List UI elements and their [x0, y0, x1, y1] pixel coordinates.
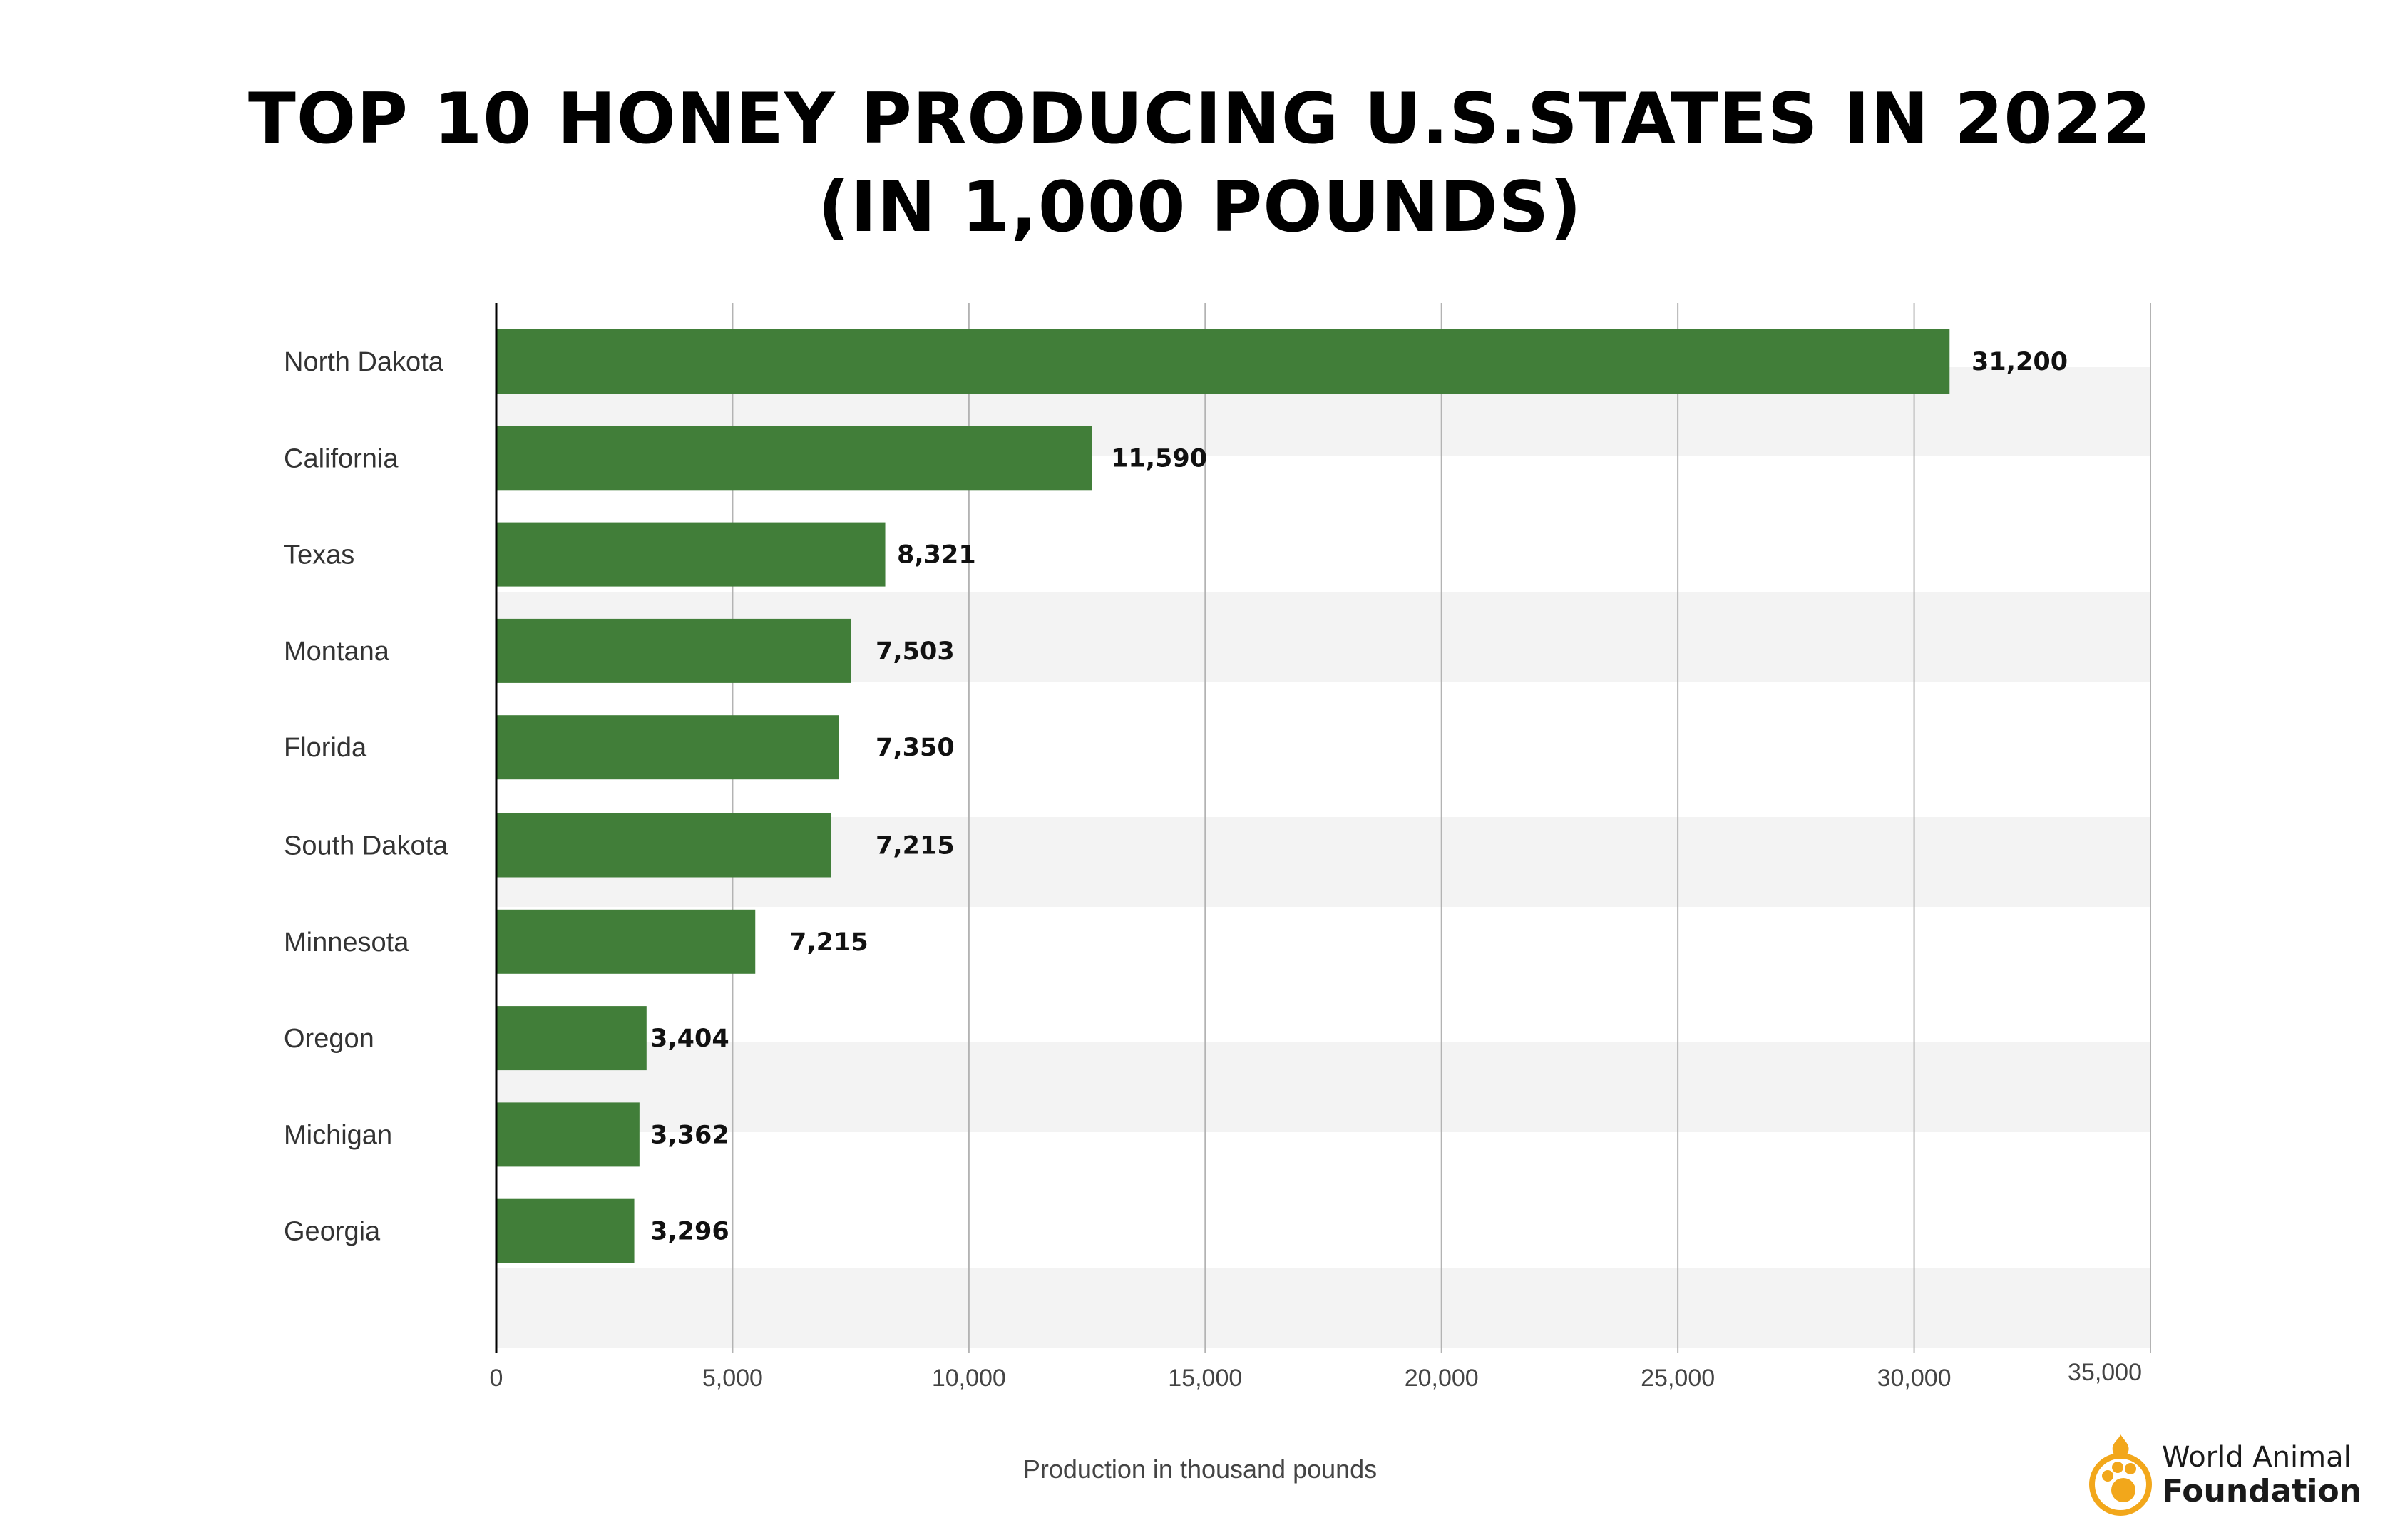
data-label: 7,215 [789, 928, 868, 957]
bar [496, 329, 1950, 394]
x-tick-label: 20,000 [1405, 1365, 1479, 1392]
category-label: Minnesota [284, 928, 409, 958]
x-tick-label: 30,000 [1877, 1365, 1952, 1392]
category-label: South Dakota [284, 831, 448, 861]
data-label: 8,321 [897, 541, 976, 570]
x-tick-label: 25,000 [1641, 1365, 1715, 1392]
chart-title-line-2: (IN 1,000 POUNDS) [818, 167, 1582, 248]
data-label: 31,200 [1971, 348, 2068, 376]
category-label: Georgia [284, 1217, 381, 1247]
row-band [496, 1042, 2150, 1132]
category-label: Montana [284, 637, 390, 667]
logo-line-1: World Animal [2162, 1441, 2352, 1474]
bars [496, 329, 1950, 1263]
bar [496, 1198, 635, 1263]
chart-title: TOP 10 HONEY PRODUCING U.S.STATES IN 202… [0, 75, 2400, 252]
brand-logo: World Animal Foundation [2086, 1434, 2371, 1520]
row-band [496, 1268, 2150, 1348]
data-label: 11,590 [1111, 444, 1207, 473]
bar [496, 1102, 640, 1167]
paw-circle-icon [2089, 1434, 2152, 1516]
x-tick-label: 0 [490, 1365, 503, 1392]
category-labels: North Dakota California Texas Montana Florid… [284, 347, 448, 1247]
bar [496, 813, 831, 878]
category-label: California [284, 443, 399, 473]
chart-title-line-1: TOP 10 HONEY PRODUCING U.S.STATES IN 202… [248, 78, 2152, 160]
logo-line-2: Foundation [2162, 1473, 2362, 1509]
bar [496, 1006, 647, 1071]
bar [496, 522, 886, 587]
value-labels: 31,200 11,590 8,321 7,503 7,350 7,215 7,215 3,4… [650, 348, 2068, 1246]
category-label: North Dakota [284, 347, 444, 377]
x-axis-label: Production in thousand pounds [1022, 1454, 1378, 1484]
bar [496, 715, 839, 780]
category-label: Florida [284, 733, 367, 763]
category-label: Michigan [284, 1120, 392, 1150]
data-label: 7,215 [876, 832, 955, 861]
category-label: Oregon [284, 1024, 374, 1054]
x-tick-label: 15,000 [1168, 1365, 1242, 1392]
x-tick-label: 10,000 [932, 1365, 1006, 1392]
category-label: Texas [284, 540, 354, 570]
x-tick-labels: 0 5,000 10,000 15,000 20,000 25,000 30,000 35,0… [490, 1359, 2142, 1392]
data-label: 3,404 [650, 1025, 729, 1053]
logo-text: World Animal Foundation [2162, 1440, 2361, 1509]
data-label: 7,503 [876, 637, 955, 666]
bar [496, 618, 851, 683]
x-tick-label: 5,000 [702, 1365, 763, 1392]
data-label: 3,296 [650, 1218, 729, 1246]
bar [496, 426, 1092, 491]
bar [496, 909, 756, 974]
x-tick-label: 35,000 [2068, 1359, 2142, 1386]
data-label: 3,362 [650, 1121, 729, 1149]
data-label: 7,350 [876, 734, 955, 762]
